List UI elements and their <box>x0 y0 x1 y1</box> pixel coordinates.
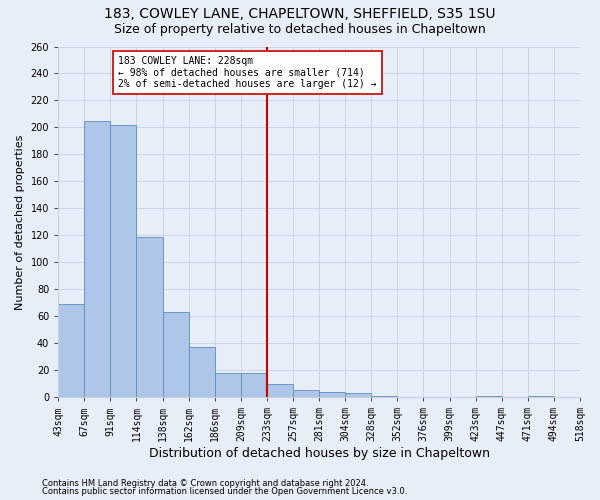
Text: Contains HM Land Registry data © Crown copyright and database right 2024.: Contains HM Land Registry data © Crown c… <box>42 478 368 488</box>
Bar <box>215 373 241 397</box>
Y-axis label: Number of detached properties: Number of detached properties <box>15 134 25 310</box>
Bar <box>293 390 319 397</box>
Bar <box>241 373 267 397</box>
Bar <box>163 312 188 397</box>
Bar <box>58 304 84 397</box>
Bar <box>110 124 136 397</box>
Text: Contains public sector information licensed under the Open Government Licence v3: Contains public sector information licen… <box>42 487 407 496</box>
Text: 183, COWLEY LANE, CHAPELTOWN, SHEFFIELD, S35 1SU: 183, COWLEY LANE, CHAPELTOWN, SHEFFIELD,… <box>104 8 496 22</box>
Bar <box>371 396 397 397</box>
Bar <box>84 120 110 397</box>
Bar <box>319 392 345 397</box>
Bar <box>476 396 502 397</box>
Bar <box>528 396 554 397</box>
Text: Size of property relative to detached houses in Chapeltown: Size of property relative to detached ho… <box>114 22 486 36</box>
Bar <box>136 236 163 397</box>
Text: 183 COWLEY LANE: 228sqm
← 98% of detached houses are smaller (714)
2% of semi-de: 183 COWLEY LANE: 228sqm ← 98% of detache… <box>118 56 377 89</box>
X-axis label: Distribution of detached houses by size in Chapeltown: Distribution of detached houses by size … <box>149 447 490 460</box>
Bar <box>188 348 215 397</box>
Bar <box>267 384 293 397</box>
Bar <box>345 393 371 397</box>
